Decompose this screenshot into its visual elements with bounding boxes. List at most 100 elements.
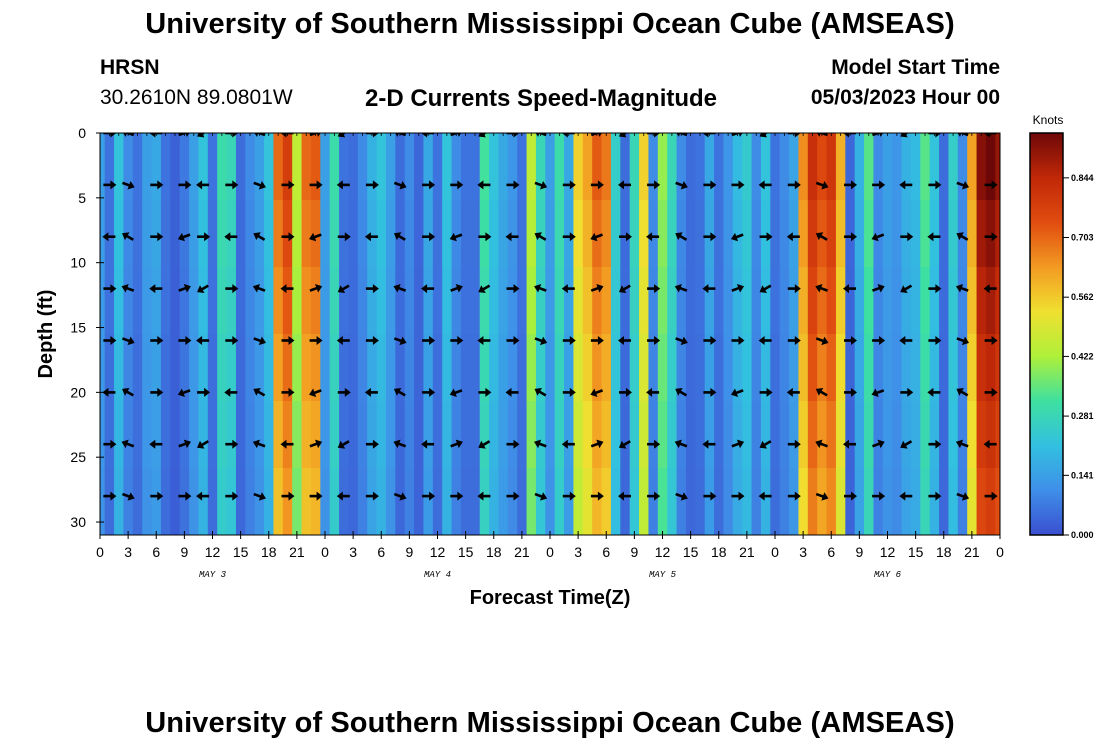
current-arrow — [197, 232, 211, 242]
heatmap-cell — [639, 401, 650, 469]
current-arrow — [506, 336, 520, 345]
current-arrow — [309, 284, 323, 293]
heatmap-cell — [179, 334, 190, 402]
heatmap-cell — [104, 267, 115, 335]
heatmap-cell — [798, 468, 809, 535]
current-arrow — [121, 439, 135, 449]
heatmap-cell — [685, 133, 696, 201]
heatmap-cell — [882, 468, 893, 535]
current-arrow — [731, 491, 745, 501]
heatmap-cell — [789, 200, 800, 268]
heatmap-cell — [526, 133, 537, 201]
heatmap-cell — [226, 133, 237, 201]
heatmap-cell — [479, 133, 490, 201]
heatmap-cell — [207, 401, 218, 469]
heatmap-cell — [939, 468, 950, 535]
current-arrow — [815, 388, 828, 397]
heatmap-cell — [760, 200, 771, 268]
current-arrow — [309, 336, 323, 345]
day-label: MAY 3 — [199, 570, 227, 580]
heatmap-cell — [507, 267, 518, 335]
heatmap-cell — [554, 401, 565, 469]
current-arrow — [928, 439, 942, 449]
current-arrow — [477, 491, 491, 501]
current-arrow — [280, 439, 294, 449]
current-arrow — [534, 492, 548, 501]
x-tick-label: 6 — [602, 544, 610, 560]
current-arrow — [675, 492, 688, 501]
heatmap-cell — [226, 334, 237, 402]
heatmap-cell — [685, 200, 696, 268]
heatmap-cell — [873, 334, 884, 402]
heatmap-cell — [301, 267, 312, 335]
heatmap-cell — [807, 267, 818, 335]
heatmap-cell — [310, 267, 321, 335]
heatmap-cell — [620, 401, 631, 469]
current-arrow — [647, 336, 661, 345]
colorbar-tick-label: 0.141 — [1071, 470, 1094, 480]
heatmap-cell — [348, 267, 359, 335]
heatmap-cell — [789, 334, 800, 402]
heatmap-cell — [798, 334, 809, 402]
heatmap-cell — [451, 267, 462, 335]
heatmap-cell — [760, 334, 771, 402]
current-arrow — [872, 284, 885, 293]
heatmap-cell — [423, 133, 434, 201]
heatmap-cell — [864, 200, 875, 268]
heatmap-cell — [423, 334, 434, 402]
current-arrow — [731, 284, 745, 293]
heatmap-cell — [648, 200, 659, 268]
heatmap-cell — [667, 401, 678, 469]
current-arrow — [675, 232, 688, 241]
current-arrow — [178, 180, 192, 190]
heatmap-cell — [132, 468, 143, 535]
heatmap-cell — [470, 200, 481, 268]
heatmap-cell — [910, 401, 921, 469]
current-arrow — [675, 181, 688, 190]
heatmap-cell — [807, 133, 818, 201]
heatmap-cell — [245, 200, 256, 268]
heatmap-cell — [629, 468, 640, 535]
heatmap-cell — [470, 267, 481, 335]
current-arrow — [590, 491, 604, 501]
heatmap-cell — [854, 401, 865, 469]
heatmap-cell — [639, 200, 650, 268]
heatmap-cell — [348, 133, 359, 201]
colorbar-tick-label: 0.000 — [1071, 530, 1094, 540]
heatmap-cell — [151, 200, 162, 268]
current-arrow — [928, 284, 942, 294]
heatmap-cell — [985, 401, 996, 469]
heatmap-cell — [573, 267, 584, 335]
heatmap-cell — [751, 267, 762, 335]
heatmap-cell — [564, 401, 575, 469]
heatmap-cell — [779, 200, 790, 268]
heatmap-cell — [123, 334, 134, 402]
heatmap-cell — [676, 267, 687, 335]
heatmap-cell — [151, 133, 162, 201]
heatmap-cell — [723, 334, 734, 402]
heatmap-cell — [189, 267, 200, 335]
heatmap-cell — [217, 200, 228, 268]
heatmap-cell — [892, 133, 903, 201]
current-arrow — [421, 284, 435, 294]
current-arrow — [844, 491, 857, 501]
heatmap-cell — [189, 401, 200, 469]
heatmap-cell — [123, 468, 134, 535]
heatmap-cell — [817, 468, 828, 535]
heatmap-cell — [432, 401, 443, 469]
heatmap-cell — [498, 133, 509, 201]
current-arrow — [787, 439, 801, 449]
current-arrow — [647, 180, 661, 190]
heatmap-cell — [732, 267, 743, 335]
x-tick-label: 9 — [630, 544, 638, 560]
speed-heatmap — [100, 133, 1000, 535]
heatmap-cell — [442, 267, 453, 335]
current-arrow — [843, 133, 856, 138]
heatmap-cell — [695, 267, 706, 335]
heatmap-cell — [629, 334, 640, 402]
current-arrow — [450, 336, 464, 345]
heatmap-cell — [620, 267, 631, 335]
heatmap-cell — [657, 133, 668, 201]
heatmap-cell — [357, 267, 368, 335]
heatmap-cell — [282, 267, 293, 335]
